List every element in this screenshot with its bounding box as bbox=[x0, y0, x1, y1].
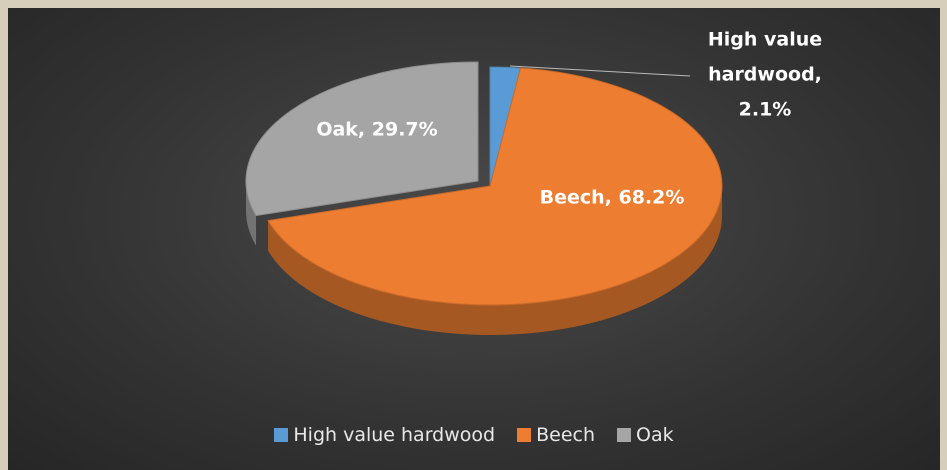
data-label: Beech, 68.2% bbox=[539, 186, 685, 209]
data-label: High value hardwood, 2.1% bbox=[707, 28, 823, 121]
pie-slice-side bbox=[268, 186, 722, 335]
legend-label: Oak bbox=[636, 424, 674, 446]
data-label: Oak, 29.7% bbox=[316, 118, 438, 141]
legend-swatch bbox=[274, 428, 289, 442]
legend-label: Beech bbox=[536, 424, 595, 446]
legend-label: High value hardwood bbox=[293, 424, 496, 446]
legend-item: Beech bbox=[517, 424, 595, 446]
legend: High value hardwood Beech Oak bbox=[8, 424, 940, 446]
legend-swatch bbox=[517, 428, 532, 442]
pie-slice-side bbox=[246, 181, 257, 246]
legend-swatch bbox=[617, 428, 631, 442]
pie-area bbox=[245, 61, 723, 335]
legend-item: High value hardwood bbox=[274, 424, 495, 446]
pie-slice bbox=[245, 61, 479, 217]
pie-slice bbox=[267, 67, 723, 306]
leader-line bbox=[509, 65, 691, 77]
legend-item: Oak bbox=[617, 424, 674, 446]
chart: High value hardwood Beech Oak High value h… bbox=[8, 8, 940, 470]
